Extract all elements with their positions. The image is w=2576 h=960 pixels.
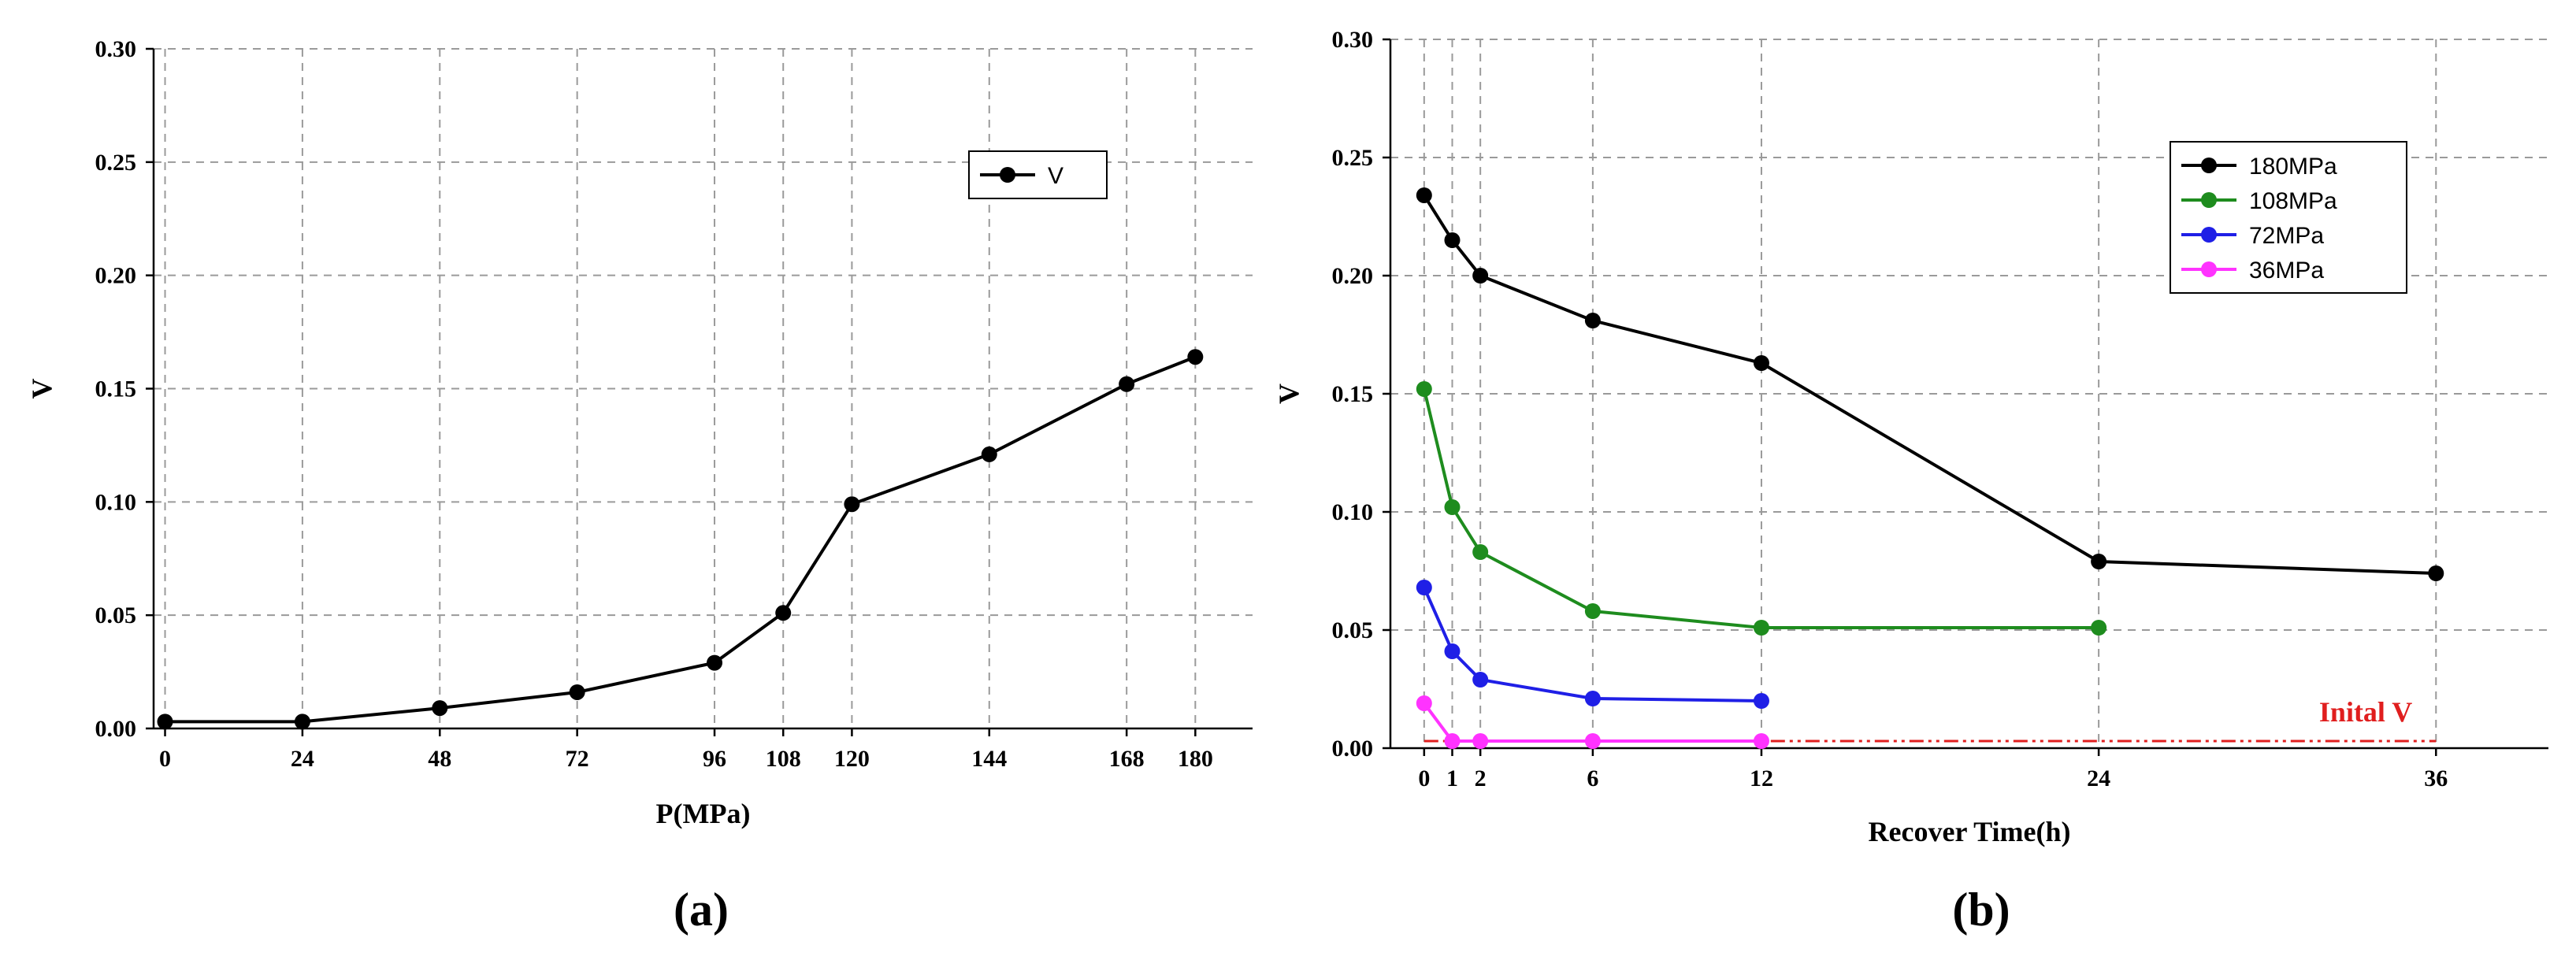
data-point-72MPa xyxy=(1753,693,1769,709)
legend-marker xyxy=(2201,158,2217,173)
y-tick-label: 0.10 xyxy=(95,489,137,515)
x-axis-label: P(MPa) xyxy=(656,798,751,829)
data-point-V xyxy=(844,496,860,513)
data-point-V xyxy=(707,654,723,671)
y-tick-label: 0.00 xyxy=(1332,736,1374,762)
data-point-180MPa xyxy=(2091,554,2107,569)
data-point-V xyxy=(981,446,997,462)
reference-line-label: Inital V xyxy=(2319,696,2412,728)
x-tick-label: 24 xyxy=(2087,765,2110,791)
legend-marker xyxy=(2201,192,2217,208)
x-tick-label: 12 xyxy=(1750,765,1773,791)
data-point-108MPa xyxy=(1472,544,1489,560)
data-point-36MPa xyxy=(1444,733,1461,749)
data-point-V xyxy=(294,714,310,730)
y-tick-label: 0.30 xyxy=(1332,27,1374,53)
data-point-108MPa xyxy=(1416,381,1432,397)
legend-label: V xyxy=(1048,163,1063,189)
data-point-36MPa xyxy=(1472,733,1489,749)
series-line-108MPa xyxy=(1422,388,2099,629)
x-tick-label: 144 xyxy=(971,746,1007,772)
legend-label: 180MPa xyxy=(2249,154,2337,180)
data-point-36MPa xyxy=(1753,733,1769,749)
data-point-V xyxy=(432,700,448,717)
y-axis-label: V xyxy=(1273,384,1305,404)
data-point-180MPa xyxy=(1472,268,1489,284)
data-point-V xyxy=(569,684,585,700)
legend-marker xyxy=(1000,167,1015,183)
data-point-36MPa xyxy=(1584,733,1601,749)
data-point-72MPa xyxy=(1444,643,1461,659)
data-point-V xyxy=(157,714,173,730)
x-axis-label: Recover Time(h) xyxy=(1869,816,2071,847)
data-point-180MPa xyxy=(1584,313,1601,328)
legend-marker xyxy=(2201,227,2217,243)
data-point-108MPa xyxy=(1584,603,1601,619)
data-point-180MPa xyxy=(1444,232,1461,248)
y-axis-label: V xyxy=(26,379,58,399)
x-tick-label: 1 xyxy=(1446,765,1458,791)
data-point-108MPa xyxy=(1444,499,1461,515)
y-tick-label: 0.20 xyxy=(1332,263,1374,289)
panel-label: (b) xyxy=(1952,884,2010,936)
data-point-36MPa xyxy=(1416,695,1432,711)
legend-label: 36MPa xyxy=(2249,258,2324,284)
panel-label: (a) xyxy=(674,884,729,936)
x-tick-label: 168 xyxy=(1109,746,1145,772)
x-tick-label: 0 xyxy=(159,746,171,772)
y-tick-label: 0.15 xyxy=(1332,381,1374,407)
legend: 180MPa 108MPa 72MPa 36MPa xyxy=(2170,141,2407,294)
data-point-V xyxy=(1187,349,1204,365)
x-tick-label: 180 xyxy=(1178,746,1213,772)
data-point-108MPa xyxy=(2091,620,2107,636)
chart-panel-b: 0.000.050.100.150.200.250.300 1 2 6 12 24 36Re… xyxy=(1273,27,2548,936)
legend-marker xyxy=(2201,261,2217,277)
x-tick-label: 0 xyxy=(1418,765,1430,791)
y-tick-label: 0.00 xyxy=(95,716,137,742)
x-tick-label: 96 xyxy=(703,746,726,772)
x-tick-label: 24 xyxy=(291,746,314,772)
chart-panel-a: 0.00 0.05 0.10 0.15 0.20 0.25 0.30 0 24 48 72 96 108… xyxy=(26,36,1253,936)
x-tick-label: 6 xyxy=(1587,765,1598,791)
data-point-180MPa xyxy=(2428,565,2444,581)
y-tick-label: 0.05 xyxy=(95,602,137,628)
y-tick-label: 0.30 xyxy=(95,36,137,62)
y-tick-label: 0.10 xyxy=(1332,499,1374,525)
data-point-180MPa xyxy=(1753,355,1769,371)
x-tick-label: 36 xyxy=(2424,765,2448,791)
y-tick-label: 0.20 xyxy=(95,263,137,289)
data-point-108MPa xyxy=(1753,620,1769,636)
y-tick-label: 0.15 xyxy=(95,376,137,402)
legend-label: 108MPa xyxy=(2249,188,2337,214)
legend: V xyxy=(968,150,1108,199)
x-tick-label: 108 xyxy=(766,746,801,772)
x-tick-label: 72 xyxy=(566,746,589,772)
y-tick-label: 0.05 xyxy=(1332,617,1374,643)
x-tick-label: 48 xyxy=(428,746,451,772)
data-point-72MPa xyxy=(1416,580,1432,595)
data-point-180MPa xyxy=(1416,187,1432,203)
x-tick-label: 2 xyxy=(1475,765,1487,791)
series-line-V xyxy=(165,355,1197,724)
y-tick-label: 0.25 xyxy=(1332,145,1374,171)
data-point-V xyxy=(1119,376,1135,392)
x-tick-label: 120 xyxy=(834,746,870,772)
y-tick-label: 0.25 xyxy=(95,150,137,176)
data-point-72MPa xyxy=(1584,691,1601,706)
data-point-72MPa xyxy=(1472,672,1489,688)
legend-label: 72MPa xyxy=(2249,223,2324,249)
data-point-V xyxy=(775,605,792,621)
